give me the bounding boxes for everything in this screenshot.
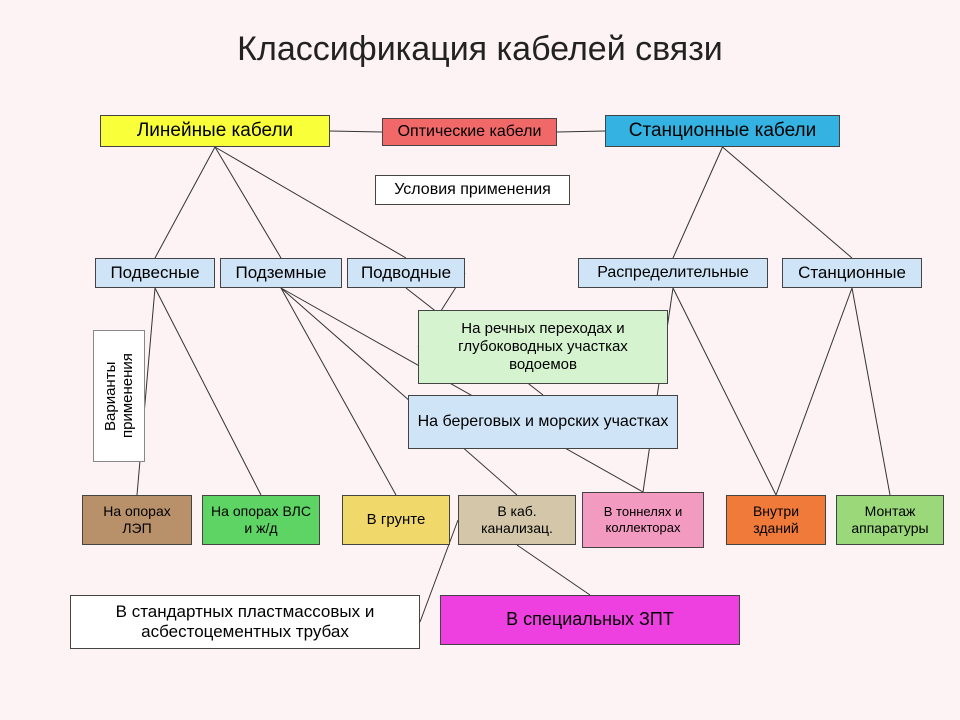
- node-station: Станционные кабели: [605, 115, 840, 147]
- node-aerial: Подвесные: [95, 258, 215, 288]
- node-tunn: В тоннелях и коллекторах: [582, 492, 704, 548]
- edge-station-distr: [673, 147, 723, 258]
- node-equip: Монтаж аппаратуры: [836, 495, 944, 545]
- node-underw: Подводные: [347, 258, 465, 288]
- node-ground: В грунте: [342, 495, 450, 545]
- node-duct: В каб. канализац.: [458, 495, 576, 545]
- edge-linear-undergr: [215, 147, 281, 258]
- node-distr: Распределительные: [578, 258, 768, 288]
- node-optical: Оптические кабели: [382, 118, 557, 146]
- edge-distr-indoor: [673, 288, 776, 495]
- node-conditions: Условия применения: [375, 175, 570, 205]
- node-indoor: Внутри зданий: [726, 495, 826, 545]
- edge-duct-zpt: [517, 545, 590, 595]
- node-zpt: В специальных ЗПТ: [440, 595, 740, 645]
- node-lep: На опорах ЛЭП: [82, 495, 192, 545]
- diagram-canvas: Классификация кабелей связи Линейные каб…: [0, 0, 960, 720]
- node-stationc: Станционные: [782, 258, 922, 288]
- edge-optical-station: [557, 131, 605, 132]
- node-linear: Линейные кабели: [100, 115, 330, 147]
- edge-linear-optical: [330, 131, 382, 132]
- edge-undergr-ground: [281, 288, 396, 495]
- edge-station-stationc: [723, 147, 853, 258]
- node-pipes: В стандартных пластмассовых и асбестоцем…: [70, 595, 420, 649]
- variants-label: Варианты применения: [93, 330, 145, 462]
- node-vls: На опорах ВЛС и ж/д: [202, 495, 320, 545]
- edge-linear-aerial: [155, 147, 215, 258]
- diagram-title: Классификация кабелей связи: [0, 30, 960, 69]
- edge-stationc-equip: [852, 288, 890, 495]
- edge-stationc-indoor: [776, 288, 852, 495]
- node-sea: На береговых и морских участках: [408, 395, 678, 449]
- node-undergr: Подземные: [220, 258, 342, 288]
- edge-aerial-vls: [155, 288, 261, 495]
- node-river: На речных переходах и глубоководных учас…: [418, 310, 668, 384]
